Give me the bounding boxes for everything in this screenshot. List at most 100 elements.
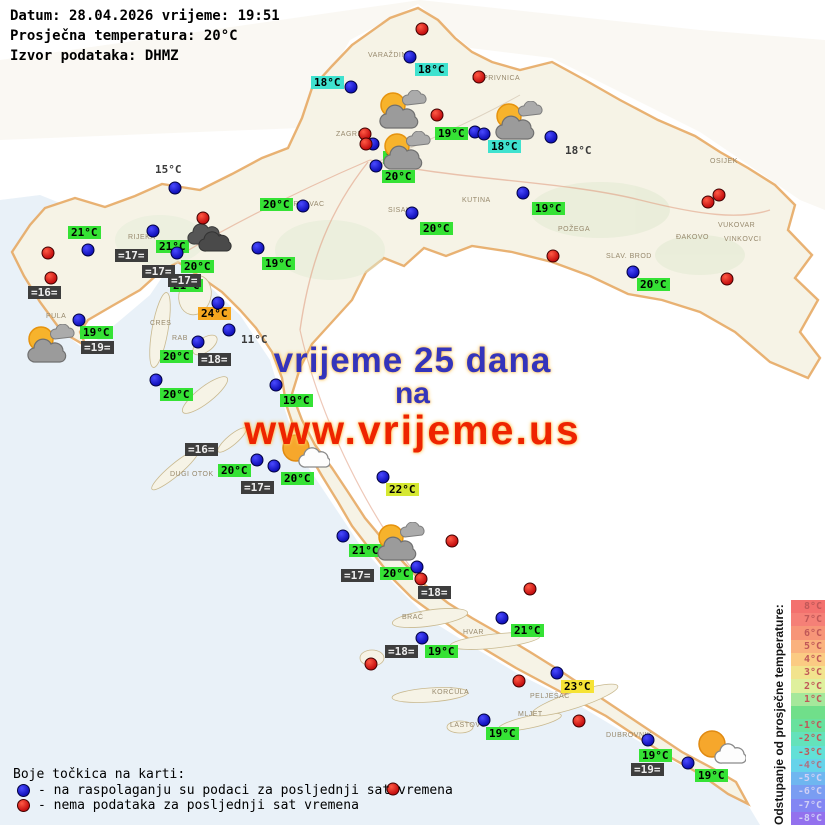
red-station-dot	[364, 657, 378, 671]
station-temp-label: 18°C	[415, 63, 448, 76]
station-temp-label: =16=	[28, 286, 61, 299]
scale-cell: 6°C	[791, 626, 825, 640]
place-name: ĐAKOVO	[676, 234, 709, 241]
station-temp-label: 20°C	[380, 567, 413, 580]
place-name: DUBROVNIK	[606, 732, 652, 739]
station-temp-label: 20°C	[160, 350, 193, 363]
place-name: VINKOVCI	[724, 236, 761, 243]
blue-station-dot	[550, 666, 564, 680]
station-temp-label: =16=	[185, 443, 218, 456]
station-temp-label: 20°C	[160, 388, 193, 401]
islands	[149, 274, 619, 734]
place-names: VARAŽDINKOPRIVNICAZAGREBKARLOVACSISAKKUT…	[46, 50, 761, 739]
place-name: KORČULA	[432, 687, 469, 696]
place-name: PELJEŠAC	[530, 691, 570, 700]
red-station-dot	[415, 22, 429, 36]
place-name: KOPRIVNICA	[472, 75, 520, 82]
red-dot-icon	[17, 799, 30, 812]
station-temp-label: 20°C	[260, 198, 293, 211]
scale-cell: 3°C	[791, 666, 825, 680]
place-name: SISAK	[388, 207, 411, 214]
station-temp-label: 20°C	[637, 278, 670, 291]
station-temp-label: 18°C	[311, 76, 344, 89]
sun-clouds-icon	[24, 324, 76, 364]
place-name: RIJEKA	[128, 234, 156, 241]
blue-station-dot	[146, 224, 160, 238]
blue-station-dot	[168, 181, 182, 195]
scale-cell	[791, 705, 825, 720]
header-data-source: Izvor podataka: DHMZ	[10, 48, 179, 64]
blue-station-dot	[544, 130, 558, 144]
place-name: LASTOVO	[450, 722, 486, 729]
station-temp-label: =18=	[418, 586, 451, 599]
station-temp-label: =17=	[168, 274, 201, 287]
station-temp-label: 15°C	[155, 163, 182, 176]
place-name: RAB	[172, 335, 188, 342]
scale-cell: -4°C	[791, 758, 825, 773]
station-temp-label: =17=	[241, 481, 274, 494]
blue-station-dot	[516, 186, 530, 200]
map-header: Datum: 28.04.2026 vrijeme: 19:51 Prosječ…	[10, 6, 280, 66]
place-name: DUGI OTOK	[170, 471, 214, 478]
station-temp-label: 19°C	[262, 257, 295, 270]
blue-station-dot	[369, 159, 383, 173]
red-station-dot	[546, 249, 560, 263]
blue-station-dot	[72, 313, 86, 327]
red-station-dot	[41, 246, 55, 260]
place-name: HVAR	[463, 629, 484, 636]
red-station-dot	[430, 108, 444, 122]
legend-title: Boje točkica na karti:	[13, 767, 186, 782]
sun-cloud-white-icon	[692, 728, 746, 764]
station-temp-label: 21°C	[349, 544, 382, 557]
blue-station-dot	[269, 378, 283, 392]
blue-station-dot	[149, 373, 163, 387]
blue-station-dot	[211, 296, 225, 310]
blue-dot-icon	[17, 784, 30, 797]
sun-clouds-icon	[376, 90, 428, 130]
station-temp-label: 11°C	[241, 333, 268, 346]
scale-cell: -5°C	[791, 772, 825, 786]
red-station-dot	[445, 534, 459, 548]
scale-cell: -3°C	[791, 745, 825, 759]
scale-cell: 7°C	[791, 613, 825, 627]
station-temp-label: 20°C	[382, 170, 415, 183]
scale-cell: 4°C	[791, 652, 825, 667]
station-temp-label: 18°C	[565, 144, 592, 157]
station-temp-label: =17=	[341, 569, 374, 582]
scale-cell: -2°C	[791, 732, 825, 746]
blue-station-dot	[641, 733, 655, 747]
place-name: CRES	[150, 320, 171, 327]
blue-station-dot	[477, 713, 491, 727]
scale-cell: -8°C	[791, 811, 825, 825]
station-temp-label: 19°C	[280, 394, 313, 407]
blue-station-dot	[296, 199, 310, 213]
sun-cloud-white-icon	[276, 432, 330, 468]
scale-cell: 2°C	[791, 679, 825, 693]
legend-row-available: - na raspolaganju su podaci za posljednj…	[13, 783, 453, 798]
blue-station-dot	[495, 611, 509, 625]
scale-cell: 1°C	[791, 692, 825, 706]
station-temp-label: 19°C	[695, 769, 728, 782]
blue-station-dot	[250, 453, 264, 467]
blue-station-dot	[336, 529, 350, 543]
header-avg-temp: Prosječna temperatura: 20°C	[10, 28, 238, 44]
blue-station-dot	[251, 241, 265, 255]
red-station-dot	[712, 188, 726, 202]
station-temp-label: 24°C	[198, 307, 231, 320]
station-temp-label: 20°C	[420, 222, 453, 235]
station-temp-label: 18°C	[488, 140, 521, 153]
blue-station-dot	[191, 335, 205, 349]
place-name: SLAV. BROD	[606, 253, 652, 260]
blue-station-dot	[415, 631, 429, 645]
station-temp-label: =18=	[198, 353, 231, 366]
station-temp-label: 19°C	[639, 749, 672, 762]
red-station-dot	[472, 70, 486, 84]
station-temp-label: =17=	[115, 249, 148, 262]
place-name: BRAČ	[402, 612, 423, 621]
place-name: ZAGREB	[336, 131, 368, 138]
scale-title: Odstupanje od prosječne temperature:	[772, 604, 786, 825]
station-temp-label: 19°C	[435, 127, 468, 140]
red-station-dot	[359, 137, 373, 151]
station-temp-label: =18=	[385, 645, 418, 658]
place-name: POŽEGA	[558, 224, 590, 233]
